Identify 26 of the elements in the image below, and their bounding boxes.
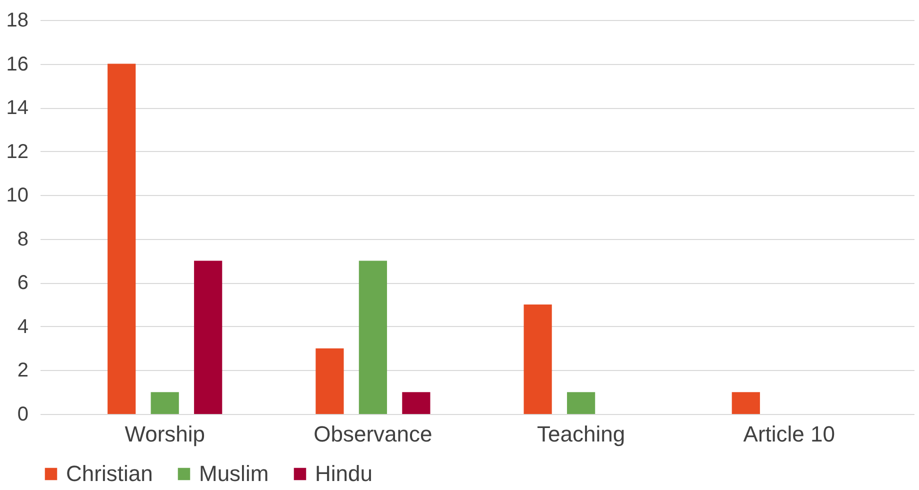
bar — [524, 304, 552, 414]
y-tick-label: 0 — [17, 404, 28, 426]
x-tick-label: Article 10 — [743, 422, 835, 446]
x-tick-label: Worship — [124, 422, 206, 446]
y-tick-label: 16 — [6, 53, 28, 76]
y-tick-label: 4 — [17, 316, 28, 338]
bar — [194, 260, 222, 414]
y-tick-label: 10 — [6, 184, 28, 207]
bar — [316, 348, 344, 414]
bar — [358, 260, 388, 414]
y-tick-label: 2 — [17, 360, 28, 382]
bar — [108, 64, 136, 414]
x-tick-label: Teaching — [537, 422, 626, 446]
legend-label: Christian — [66, 461, 153, 486]
x-tick-label: Observance — [314, 422, 432, 446]
y-tick-label: 6 — [17, 272, 28, 294]
y-tick-label: 8 — [17, 228, 28, 250]
bar — [150, 392, 179, 414]
y-tick-label: 18 — [6, 10, 28, 32]
legend-label: Muslim — [199, 461, 269, 486]
legend-label: Hindu — [315, 461, 372, 486]
bar — [566, 392, 596, 414]
bar — [402, 392, 430, 414]
bar — [732, 392, 760, 414]
y-tick-label: 14 — [6, 97, 28, 120]
y-tick-label: 12 — [6, 140, 28, 163]
